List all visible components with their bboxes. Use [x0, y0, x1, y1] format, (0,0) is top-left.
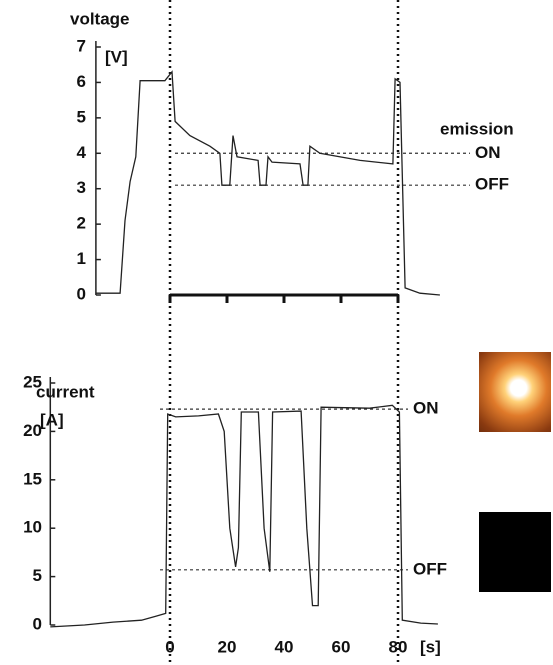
annotation: emission	[440, 119, 514, 138]
ref-label: ON	[413, 399, 439, 418]
y-unit: [A]	[40, 410, 64, 429]
y-tick-label: 1	[77, 249, 86, 268]
y-tick-label: 3	[77, 178, 86, 197]
y-tick-label: 7	[77, 36, 86, 55]
x-tick-label: 60	[332, 637, 351, 656]
y-tick-label: 6	[77, 72, 86, 91]
ref-label: ON	[475, 143, 501, 162]
y-tick-label: 4	[77, 143, 87, 162]
ref-label: OFF	[413, 559, 447, 578]
y-tick-label: 5	[33, 566, 42, 585]
x-tick-label: 0	[165, 637, 174, 656]
glow-photo	[479, 352, 551, 432]
x-tick-label: 40	[275, 637, 294, 656]
ref-label: OFF	[475, 175, 509, 194]
y-unit: [V]	[105, 47, 128, 66]
trace	[50, 404, 438, 628]
y-tick-label: 25	[23, 372, 42, 391]
y-label: voltage	[70, 9, 130, 28]
y-tick-label: 15	[23, 469, 42, 488]
y-label: current	[36, 382, 95, 401]
x-tick-label: 20	[218, 637, 237, 656]
x-tick-label: 80	[389, 637, 408, 656]
y-tick-label: 10	[23, 518, 42, 537]
dark-photo	[479, 512, 551, 592]
x-unit: [s]	[420, 637, 441, 656]
y-tick-label: 5	[77, 107, 86, 126]
y-tick-label: 0	[77, 284, 86, 303]
y-tick-label: 0	[33, 614, 42, 633]
y-tick-label: 20	[23, 421, 42, 440]
y-tick-label: 2	[77, 214, 86, 233]
trace	[95, 70, 440, 296]
